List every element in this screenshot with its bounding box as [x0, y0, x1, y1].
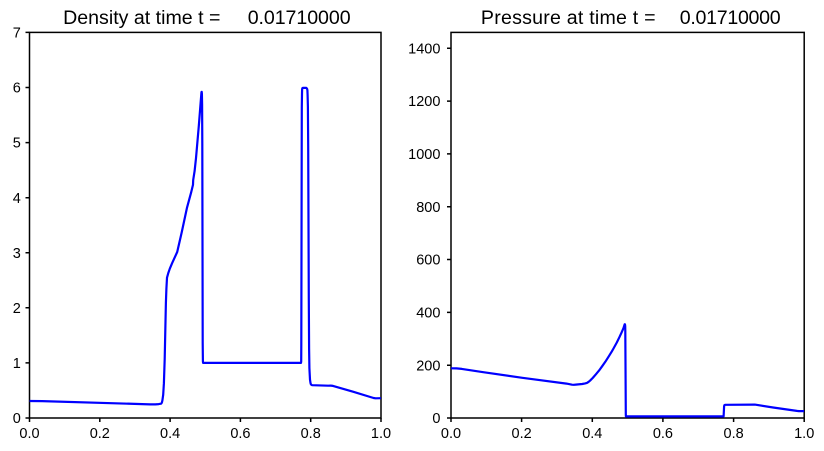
- svg-text:0.01710000: 0.01710000: [680, 7, 781, 29]
- svg-text:1000: 1000: [408, 147, 440, 163]
- svg-text:5: 5: [13, 136, 21, 152]
- svg-text:0.2: 0.2: [512, 426, 532, 442]
- svg-text:0: 0: [13, 411, 21, 427]
- svg-text:0: 0: [432, 411, 440, 427]
- svg-text:600: 600: [416, 253, 440, 269]
- svg-text:200: 200: [416, 358, 440, 374]
- svg-text:4: 4: [13, 191, 21, 207]
- svg-text:0.01710000: 0.01710000: [248, 7, 351, 29]
- svg-text:0.6: 0.6: [653, 426, 673, 442]
- svg-text:7: 7: [13, 26, 21, 42]
- svg-text:0.4: 0.4: [160, 426, 180, 442]
- svg-text:1.0: 1.0: [371, 426, 391, 442]
- svg-text:0.8: 0.8: [724, 426, 744, 442]
- svg-text:400: 400: [416, 306, 440, 322]
- svg-text:1200: 1200: [408, 94, 440, 110]
- svg-text:0.4: 0.4: [582, 426, 602, 442]
- svg-text:Density at time t =: Density at time t =: [63, 7, 220, 29]
- svg-text:0.6: 0.6: [230, 426, 250, 442]
- svg-text:1.0: 1.0: [794, 426, 814, 442]
- svg-text:3: 3: [13, 246, 21, 262]
- svg-text:2: 2: [13, 301, 21, 317]
- svg-text:0.0: 0.0: [441, 426, 461, 442]
- svg-text:0.2: 0.2: [90, 426, 110, 442]
- svg-text:1: 1: [13, 356, 21, 372]
- svg-text:1400: 1400: [408, 41, 440, 57]
- svg-text:800: 800: [416, 200, 440, 216]
- svg-text:0.8: 0.8: [301, 426, 321, 442]
- svg-text:Pressure at time t =: Pressure at time t =: [481, 7, 656, 29]
- svg-text:6: 6: [13, 81, 21, 97]
- svg-text:0.0: 0.0: [19, 426, 39, 442]
